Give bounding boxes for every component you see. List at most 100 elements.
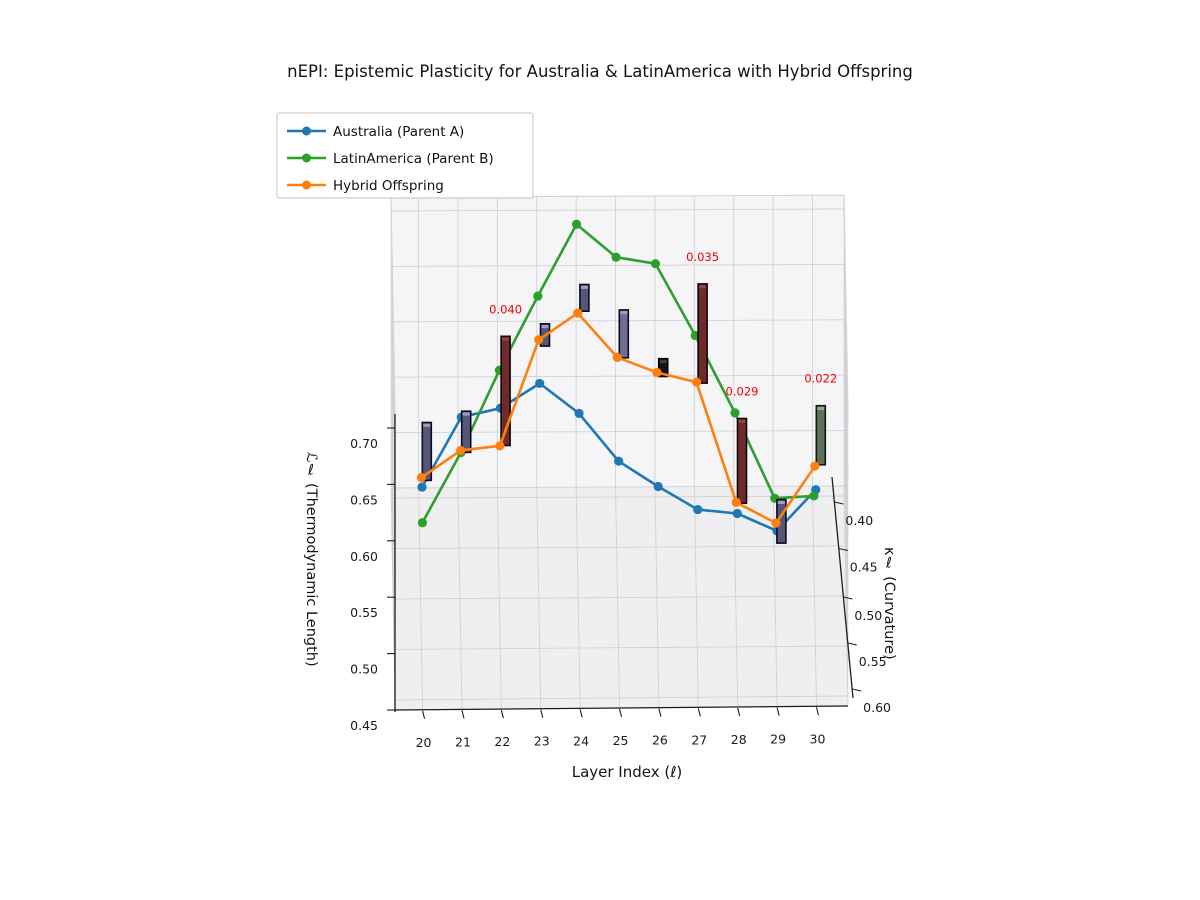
legend-marker (302, 153, 311, 163)
series-latinamerica (417, 219, 819, 528)
plasticity-bars (421, 283, 827, 544)
series-hybrid-marker (691, 377, 702, 387)
x-tick-label: 22 (494, 734, 510, 749)
x-tick (737, 707, 741, 717)
x-axis: 20 21 22 23 24 25 26 27 28 29 30 (394, 705, 849, 750)
z-axis: 0.45 0.50 0.55 0.60 0.65 0.70 (350, 413, 396, 733)
series-hybrid-marker (731, 497, 741, 507)
x-tick (658, 708, 662, 717)
series-australia-marker (693, 504, 703, 515)
series-latinamerica-marker (571, 219, 582, 229)
y-axis-label: κℓ (Curvature) (881, 547, 897, 660)
z-axis-label: ℒℓ (Thermodynamic Length) (303, 452, 319, 667)
plasticity-bar (657, 357, 669, 378)
x-tick (422, 710, 426, 719)
series-hybrid-marker (810, 461, 820, 471)
plasticity-bar (421, 421, 433, 482)
series-hybrid-marker (495, 441, 505, 451)
bar-annotation: 0.040 (489, 302, 522, 316)
y-tick-label: 0.50 (854, 608, 882, 623)
y-tick-label: 0.60 (863, 700, 891, 715)
x-tick (697, 708, 701, 717)
legend: Australia (Parent A) LatinAmerica (Parent… (276, 112, 534, 199)
bar-top-cap (423, 423, 431, 427)
series-hybrid-marker (534, 335, 544, 345)
y-tick (843, 596, 853, 600)
series-hybrid (416, 308, 820, 528)
plasticity-bar (815, 404, 827, 466)
bar-top-cap (659, 359, 667, 364)
plasticity-bar (579, 283, 590, 313)
z-tick-label: 0.55 (350, 605, 378, 620)
x-tick-label: 23 (534, 734, 550, 749)
plasticity-bar (736, 417, 748, 504)
z-tick-label: 0.70 (350, 436, 378, 451)
bar-top-cap (777, 500, 785, 504)
x-tick (776, 707, 780, 716)
x-tick (461, 710, 465, 719)
y-axis: 0.40 0.45 0.50 0.55 0.60 (831, 476, 891, 715)
x-tick-label: 20 (416, 735, 432, 750)
legend-item-label: LatinAmerica (Parent B) (333, 151, 494, 167)
legend-marker (302, 126, 311, 136)
x-tick (579, 709, 583, 718)
series-hybrid-marker (416, 472, 427, 483)
bar-top-cap (738, 419, 746, 423)
series-hybrid-marker (771, 518, 781, 528)
bar-top-cap (462, 412, 470, 416)
legend-item-label: Australia (Parent A) (333, 124, 464, 140)
series-australia-marker (653, 481, 663, 492)
y-tick (838, 547, 848, 552)
series-latinamerica-marker (809, 491, 819, 501)
x-tick-label: 29 (770, 732, 786, 747)
bar-top-cap (620, 311, 628, 315)
bar-annotation: 0.029 (726, 385, 759, 399)
series-australia-marker (614, 456, 624, 466)
z-tick-label: 0.60 (350, 549, 378, 564)
series-latinamerica-marker (611, 252, 621, 262)
x-axis-label: Layer Index (ℓ) (571, 763, 683, 781)
plasticity-bar (697, 283, 708, 384)
legend-item-label: Hybrid Offspring (333, 178, 444, 194)
bar-top-cap (502, 337, 510, 341)
bar-annotation: 0.035 (686, 250, 719, 264)
plasticity-bar (500, 335, 511, 447)
y-tick (847, 642, 857, 646)
bar-top-cap (699, 285, 707, 289)
x-tick (540, 709, 544, 718)
bar-top-cap (580, 285, 588, 289)
y-tick-label: 0.45 (850, 560, 878, 575)
y-tick (852, 688, 862, 692)
series-australia-marker (535, 378, 545, 389)
bar-annotation: 0.022 (804, 372, 837, 386)
series-australia-marker (417, 482, 427, 492)
y-tick-label: 0.40 (845, 513, 873, 528)
series-latinamerica-marker (730, 408, 740, 418)
z-tick-label: 0.45 (350, 718, 378, 733)
series-australia-marker (732, 508, 742, 519)
x-tick (618, 708, 623, 718)
x-tick-label: 30 (810, 731, 826, 746)
bar-top-cap (817, 406, 825, 411)
x-tick-label: 24 (573, 733, 589, 748)
series-hybrid-marker (456, 445, 466, 456)
plasticity-bar (618, 309, 630, 359)
y-tick (834, 501, 844, 505)
z-tick-label: 0.50 (350, 662, 378, 677)
x-tick (815, 707, 820, 716)
annotations: 0.040 0.035 0.029 0.022 (489, 250, 837, 399)
x-tick-label: 28 (731, 732, 747, 747)
x-tick-label: 27 (691, 732, 707, 747)
z-tick-label: 0.65 (350, 492, 378, 507)
series-latinamerica-marker (650, 259, 661, 269)
series-hybrid-marker (573, 308, 583, 318)
x-tick-label: 21 (455, 734, 471, 749)
y-tick-label: 0.55 (859, 654, 887, 669)
x-tick-label: 25 (613, 733, 629, 748)
plasticity-bar (460, 410, 472, 454)
series-hybrid-marker (652, 367, 662, 378)
series-latinamerica-marker (417, 518, 427, 528)
chart-title: nEPI: Epistemic Plasticity for Australia… (287, 62, 913, 81)
series-hybrid-marker (612, 352, 622, 362)
